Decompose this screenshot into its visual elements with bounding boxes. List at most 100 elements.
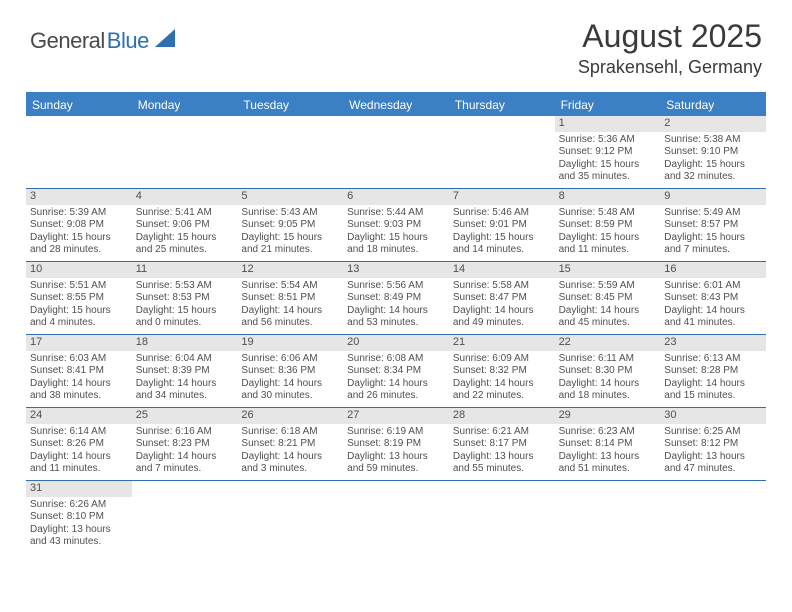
day-cell: [132, 116, 238, 188]
day-cell: 14Sunrise: 5:58 AMSunset: 8:47 PMDayligh…: [449, 262, 555, 334]
day-detail-line: Daylight: 15 hours: [559, 232, 657, 245]
day-detail-line: and 53 minutes.: [347, 317, 445, 330]
day-detail-line: Sunset: 8:39 PM: [136, 365, 234, 378]
day-detail-line: Sunrise: 5:46 AM: [453, 207, 551, 220]
week-row: 24Sunrise: 6:14 AMSunset: 8:26 PMDayligh…: [26, 408, 766, 481]
day-detail-line: and 30 minutes.: [241, 390, 339, 403]
day-detail-line: and 15 minutes.: [664, 390, 762, 403]
day-detail-line: Daylight: 14 hours: [347, 305, 445, 318]
week-row: 17 Sunrise: 6:03 AMSunset: 8:41 PM Dayligh…: [26, 335, 766, 408]
day-number: 3: [26, 189, 132, 205]
day-detail-line: Sunrise: 6:09 AM: [453, 353, 551, 366]
dow-cell: Saturday: [660, 94, 766, 116]
day-detail-line: and 18 minutes.: [347, 244, 445, 257]
day-detail-line: Daylight: 13 hours: [347, 451, 445, 464]
day-detail-line: Sunrise: 5:43 AM: [241, 207, 339, 220]
day-cell: [449, 116, 555, 188]
day-detail-line: Sunset: 8:55 PM: [30, 292, 128, 305]
day-number: 15: [555, 262, 661, 278]
day-detail-line: Sunset: 8:51 PM: [241, 292, 339, 305]
day-cell: [555, 481, 661, 553]
day-cell: [26, 116, 132, 188]
day-detail-line: Sunset: 8:41 PM: [30, 365, 128, 378]
calendar: Sunday Monday Tuesday Wednesday Thursday…: [26, 92, 766, 553]
day-detail-line: Sunset: 8:36 PM: [241, 365, 339, 378]
logo-sail-icon: [155, 29, 175, 52]
day-detail-line: Sunrise: 6:11 AM: [559, 353, 657, 366]
day-detail-line: and 55 minutes.: [453, 463, 551, 476]
day-number: 10: [26, 262, 132, 278]
day-detail-line: Daylight: 15 hours: [241, 232, 339, 245]
day-detail-line: Sunrise: 6:21 AM: [453, 426, 551, 439]
day-detail-line: and 43 minutes.: [30, 536, 128, 549]
day-detail-line: and 3 minutes.: [241, 463, 339, 476]
day-detail-line: Sunset: 9:10 PM: [664, 146, 762, 159]
day-detail-line: Sunrise: 6:03 AM: [30, 353, 128, 366]
day-number: 31: [26, 481, 132, 497]
logo: General Blue: [30, 28, 175, 54]
day-detail-line: Sunset: 8:57 PM: [664, 219, 762, 232]
day-number: 7: [449, 189, 555, 205]
day-detail-line: Sunset: 8:32 PM: [453, 365, 551, 378]
day-cell: 22Sunrise: 6:11 AMSunset: 8:30 PMDayligh…: [555, 335, 661, 407]
day-cell: [237, 116, 343, 188]
day-cell: 25Sunrise: 6:16 AMSunset: 8:23 PMDayligh…: [132, 408, 238, 480]
day-detail-line: and 4 minutes.: [30, 317, 128, 330]
day-detail-line: Sunrise: 6:01 AM: [664, 280, 762, 293]
day-number: 17: [26, 335, 132, 351]
day-number: 19: [237, 335, 343, 351]
day-detail-line: Daylight: 15 hours: [453, 232, 551, 245]
day-detail-line: Sunrise: 6:23 AM: [559, 426, 657, 439]
day-detail-line: Sunrise: 5:44 AM: [347, 207, 445, 220]
day-detail-line: Sunset: 8:17 PM: [453, 438, 551, 451]
day-detail-line: Sunrise: 6:19 AM: [347, 426, 445, 439]
day-detail-line: Daylight: 13 hours: [453, 451, 551, 464]
day-detail-line: and 25 minutes.: [136, 244, 234, 257]
day-number: 16: [660, 262, 766, 278]
day-detail-line: Daylight: 15 hours: [664, 159, 762, 172]
day-detail-line: and 47 minutes.: [664, 463, 762, 476]
day-detail-line: and 32 minutes.: [664, 171, 762, 184]
day-detail-line: Sunset: 8:43 PM: [664, 292, 762, 305]
day-cell: 15Sunrise: 5:59 AMSunset: 8:45 PMDayligh…: [555, 262, 661, 334]
day-cell: 17Sunrise: 6:03 AMSunset: 8:41 PMDayligh…: [26, 335, 132, 407]
day-cell: 21Sunrise: 6:09 AMSunset: 8:32 PMDayligh…: [449, 335, 555, 407]
day-detail-line: Sunrise: 6:04 AM: [136, 353, 234, 366]
day-detail-line: Sunset: 8:59 PM: [559, 219, 657, 232]
day-cell: 9Sunrise: 5:49 AMSunset: 8:57 PMDaylight…: [660, 189, 766, 261]
day-number: 6: [343, 189, 449, 205]
day-detail-line: Daylight: 14 hours: [136, 378, 234, 391]
day-detail-line: Sunrise: 5:48 AM: [559, 207, 657, 220]
day-detail-line: Daylight: 14 hours: [30, 451, 128, 464]
day-number: 14: [449, 262, 555, 278]
day-detail-line: Sunset: 8:10 PM: [30, 511, 128, 524]
day-detail-line: Sunset: 8:53 PM: [136, 292, 234, 305]
header: General Blue August 2025 Sprakensehl, Ge…: [0, 0, 792, 84]
day-cell: 7Sunrise: 5:46 AMSunset: 9:01 PMDaylight…: [449, 189, 555, 261]
day-detail-line: Daylight: 14 hours: [664, 305, 762, 318]
day-detail-line: Sunrise: 5:59 AM: [559, 280, 657, 293]
day-detail-line: Sunset: 8:12 PM: [664, 438, 762, 451]
day-number: 23: [660, 335, 766, 351]
day-cell: [343, 481, 449, 553]
day-detail-line: Daylight: 14 hours: [347, 378, 445, 391]
day-detail-line: Sunset: 9:08 PM: [30, 219, 128, 232]
day-detail-line: Sunrise: 6:08 AM: [347, 353, 445, 366]
day-number: 18: [132, 335, 238, 351]
day-detail-line: Daylight: 13 hours: [559, 451, 657, 464]
day-cell: 4Sunrise: 5:41 AMSunset: 9:06 PMDaylight…: [132, 189, 238, 261]
day-detail-line: Sunrise: 6:26 AM: [30, 499, 128, 512]
dow-cell: Wednesday: [343, 94, 449, 116]
day-detail-line: and 22 minutes.: [453, 390, 551, 403]
day-detail-line: Daylight: 15 hours: [136, 305, 234, 318]
dow-cell: Tuesday: [237, 94, 343, 116]
day-detail-line: Sunrise: 6:25 AM: [664, 426, 762, 439]
day-cell: [132, 481, 238, 553]
day-detail-line: Sunset: 8:19 PM: [347, 438, 445, 451]
day-number: 2: [660, 116, 766, 132]
day-detail-line: and 28 minutes.: [30, 244, 128, 257]
day-detail-line: and 26 minutes.: [347, 390, 445, 403]
day-detail-line: Sunset: 9:06 PM: [136, 219, 234, 232]
day-cell: 1Sunrise: 5:36 AMSunset: 9:12 PMDaylight…: [555, 116, 661, 188]
day-number: 29: [555, 408, 661, 424]
